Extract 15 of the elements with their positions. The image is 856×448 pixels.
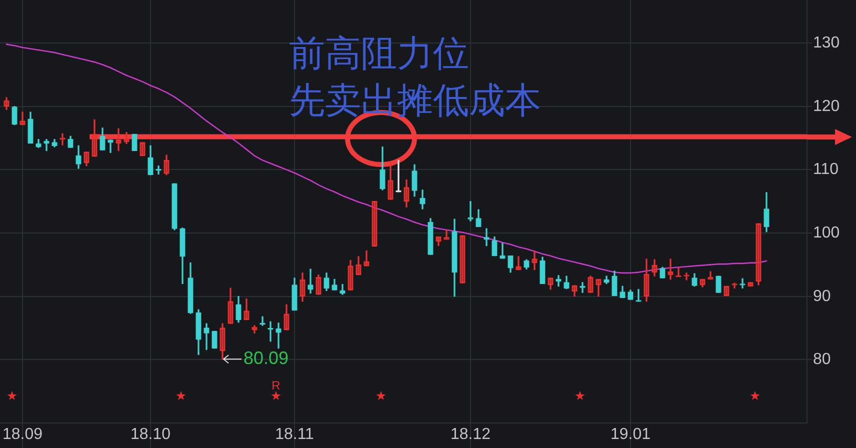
y-tick-label: 90 [813, 288, 831, 305]
annotation: 先卖出摊低成本 [289, 80, 541, 122]
y-tick-label: 120 [813, 98, 840, 115]
x-tick-label: 18.11 [275, 426, 314, 444]
annotation: 80.09 [244, 348, 289, 368]
y-tick-label: 130 [813, 34, 840, 52]
x-tick-label: 19.01 [610, 426, 651, 444]
x-tick-label: 18.12 [450, 426, 491, 444]
x-tick-label: 18.09 [2, 426, 43, 444]
y-tick-label: 100 [813, 224, 840, 242]
annotation: R [272, 378, 281, 392]
y-tick-label: 80 [813, 351, 831, 368]
y-tick-label: 110 [813, 161, 839, 178]
x-tick-label: 18.10 [130, 426, 171, 444]
annotation: 前高阻力位 [289, 33, 469, 74]
